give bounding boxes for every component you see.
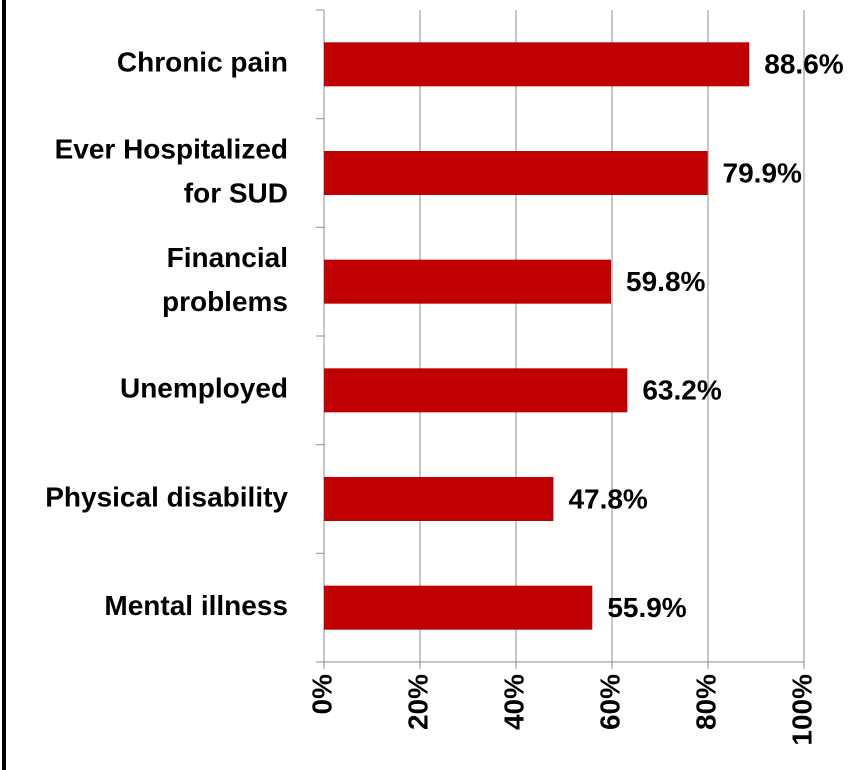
- bar: [324, 259, 612, 304]
- bar: [324, 585, 593, 630]
- x-tick-label: 0%: [306, 674, 337, 715]
- y-tick-label: Ever Hospitalized: [55, 133, 288, 164]
- y-tick-label: Chronic pain: [117, 47, 288, 78]
- bar: [324, 477, 554, 521]
- x-tick-label: 100%: [786, 674, 817, 746]
- y-tick-label: problems: [162, 286, 288, 317]
- y-tick-label: Unemployed: [120, 373, 288, 404]
- y-tick-label: Mental illness: [104, 590, 288, 621]
- data-label: 59.8%: [626, 266, 705, 297]
- data-label: 47.8%: [568, 483, 647, 514]
- data-label: 88.6%: [764, 49, 843, 80]
- bar: [324, 368, 628, 413]
- data-label: 55.9%: [607, 592, 686, 623]
- bar: [324, 151, 708, 195]
- y-tick-label: Financial: [167, 242, 288, 273]
- y-tick-label: for SUD: [184, 177, 288, 208]
- data-label: 79.9%: [723, 157, 802, 188]
- data-label: 63.2%: [642, 375, 721, 406]
- x-tick-label: 60%: [594, 674, 625, 730]
- x-tick-label: 20%: [402, 674, 433, 730]
- y-tick-label: Physical disability: [45, 481, 288, 512]
- x-tick-label: 40%: [498, 674, 529, 730]
- x-tick-label: 80%: [690, 674, 721, 730]
- bar: [324, 42, 750, 87]
